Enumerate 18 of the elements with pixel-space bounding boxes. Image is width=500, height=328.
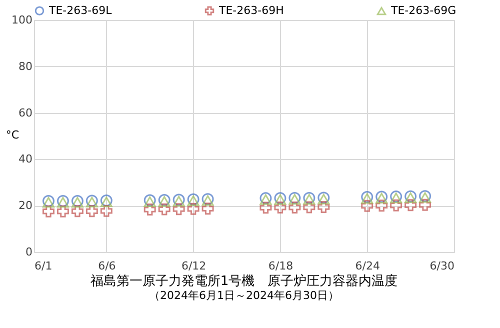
- y-axis-title: °C: [6, 128, 20, 142]
- legend-label: TE-263-69L: [48, 4, 113, 17]
- x-tick-label: 6/24: [355, 260, 380, 272]
- text: 福島第一原子力発電所1号機 原子炉圧力容器内温度: [90, 273, 398, 289]
- x-tick-label: 6/6: [98, 260, 116, 272]
- x-tick-label: 6/12: [181, 260, 206, 272]
- y-tick-label: 100: [12, 14, 32, 26]
- x-tick-label: 6/18: [268, 260, 294, 272]
- x-tick-label: 6/1: [34, 260, 52, 272]
- legend-label: TE-263-69H: [218, 4, 284, 17]
- text: （2024年6月1日～2024年6月30日）: [149, 289, 339, 302]
- y-tick-label: 80: [18, 60, 32, 73]
- y-tick-label: 40: [18, 152, 32, 166]
- x-tick-label: 6/30: [430, 260, 454, 272]
- y-tick-label: 0: [26, 246, 32, 258]
- legend-label: TE-263-69G: [390, 4, 456, 18]
- y-tick-label: 60: [18, 106, 32, 120]
- y-tick-label: 20: [18, 199, 32, 212]
